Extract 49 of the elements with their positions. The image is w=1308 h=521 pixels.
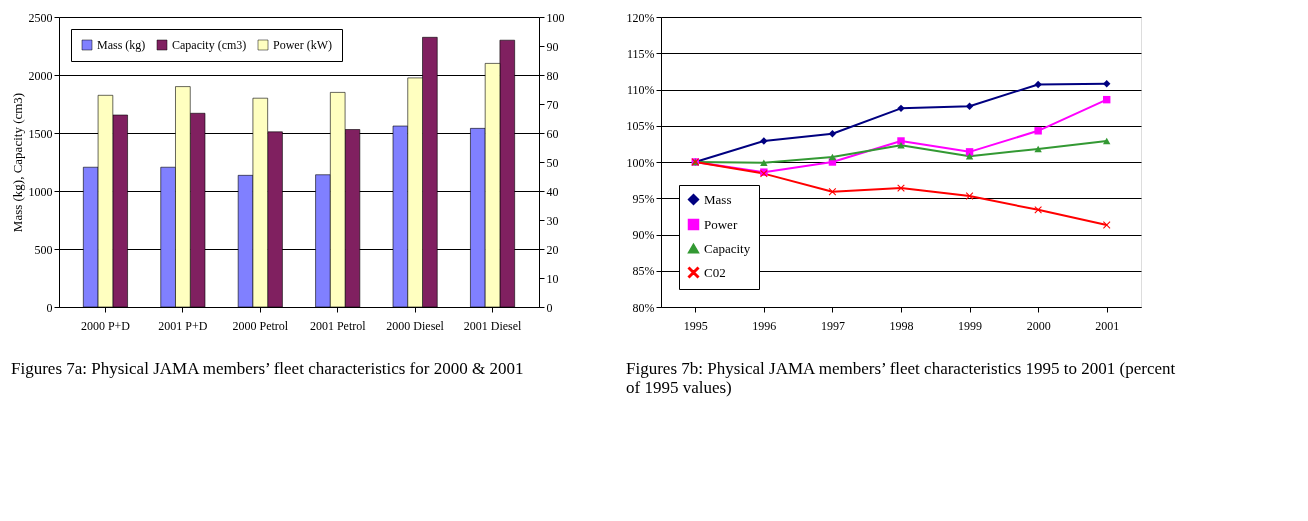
y2-tick-label: 40 [546, 184, 559, 199]
y-tick-label: 1500 [28, 126, 53, 141]
y-tick-label: 1000 [28, 184, 53, 199]
y2-tick-label: 60 [546, 126, 559, 141]
x-tick-label: 2000 Diesel [386, 318, 445, 333]
x-tick-label: 1998 [889, 318, 914, 333]
y-tick-label: 2500 [28, 10, 53, 25]
x-tick-label: 2000 Petrol [232, 318, 289, 333]
y-tick-label: 500 [34, 242, 53, 257]
y-axis-title: Mass (kg), Capacity (cm3) [9, 92, 25, 233]
legend-label: C02 [704, 264, 726, 280]
y-tick-label: 85% [632, 264, 655, 279]
y2-tick-label: 90 [546, 39, 559, 54]
legend-label: Mass [704, 191, 732, 207]
y-tick-label: 100% [626, 155, 655, 170]
y-tick-label: 90% [632, 228, 655, 242]
legend-label: Capacity (cm3) [172, 38, 247, 52]
y-tick-label: 115% [626, 46, 655, 61]
legend-label: Power [704, 216, 738, 232]
x-tick-label: 2000 P+D [80, 318, 131, 333]
y2-tick-label: 20 [546, 242, 559, 257]
y-tick-label: 105% [626, 119, 655, 134]
x-tick-label: 2001 Diesel [463, 318, 523, 333]
y2-tick-label: 50 [546, 155, 559, 170]
x-tick-label: 2001 P+D [158, 318, 208, 333]
y2-tick-label: 0 [546, 300, 553, 315]
x-tick-label: 2000 [1026, 318, 1051, 333]
y2-tick-label: 80 [546, 68, 559, 83]
x-tick-label: 1997 [820, 318, 845, 333]
y-tick-label: 80% [632, 300, 655, 315]
y-tick-label: 2000 [28, 68, 53, 83]
legend-label: Mass (kg) [97, 38, 146, 52]
y-tick-label: 95% [632, 191, 655, 206]
x-tick-label: 1999 [958, 318, 983, 333]
y-tick-label: 110% [626, 83, 655, 97]
legend-label: Power (kW) [273, 38, 332, 52]
y2-tick-label: 10 [546, 271, 559, 286]
legend-label: Capacity [704, 240, 751, 256]
x-tick-label: 1996 [752, 318, 777, 333]
y2-tick-label: 70 [546, 97, 559, 112]
text: Figures 7a: Physical JAMA members’ fleet characteristics for 2000 & 2001 [11, 359, 524, 378]
y2-tick-label: 100 [546, 10, 565, 25]
x-tick-label: 2001 Petrol [309, 318, 367, 333]
x-tick-label: 1995 [683, 318, 708, 333]
y-tick-label: 120% [626, 10, 655, 25]
text: Figures 7b: Physical JAMA members’ fleet characteristics 1995 to 2001 (percent of 1995 values) [626, 359, 1176, 397]
y-tick-label: 0 [46, 300, 53, 315]
y2-tick-label: 30 [546, 213, 559, 228]
x-tick-label: 2001 [1095, 318, 1120, 333]
